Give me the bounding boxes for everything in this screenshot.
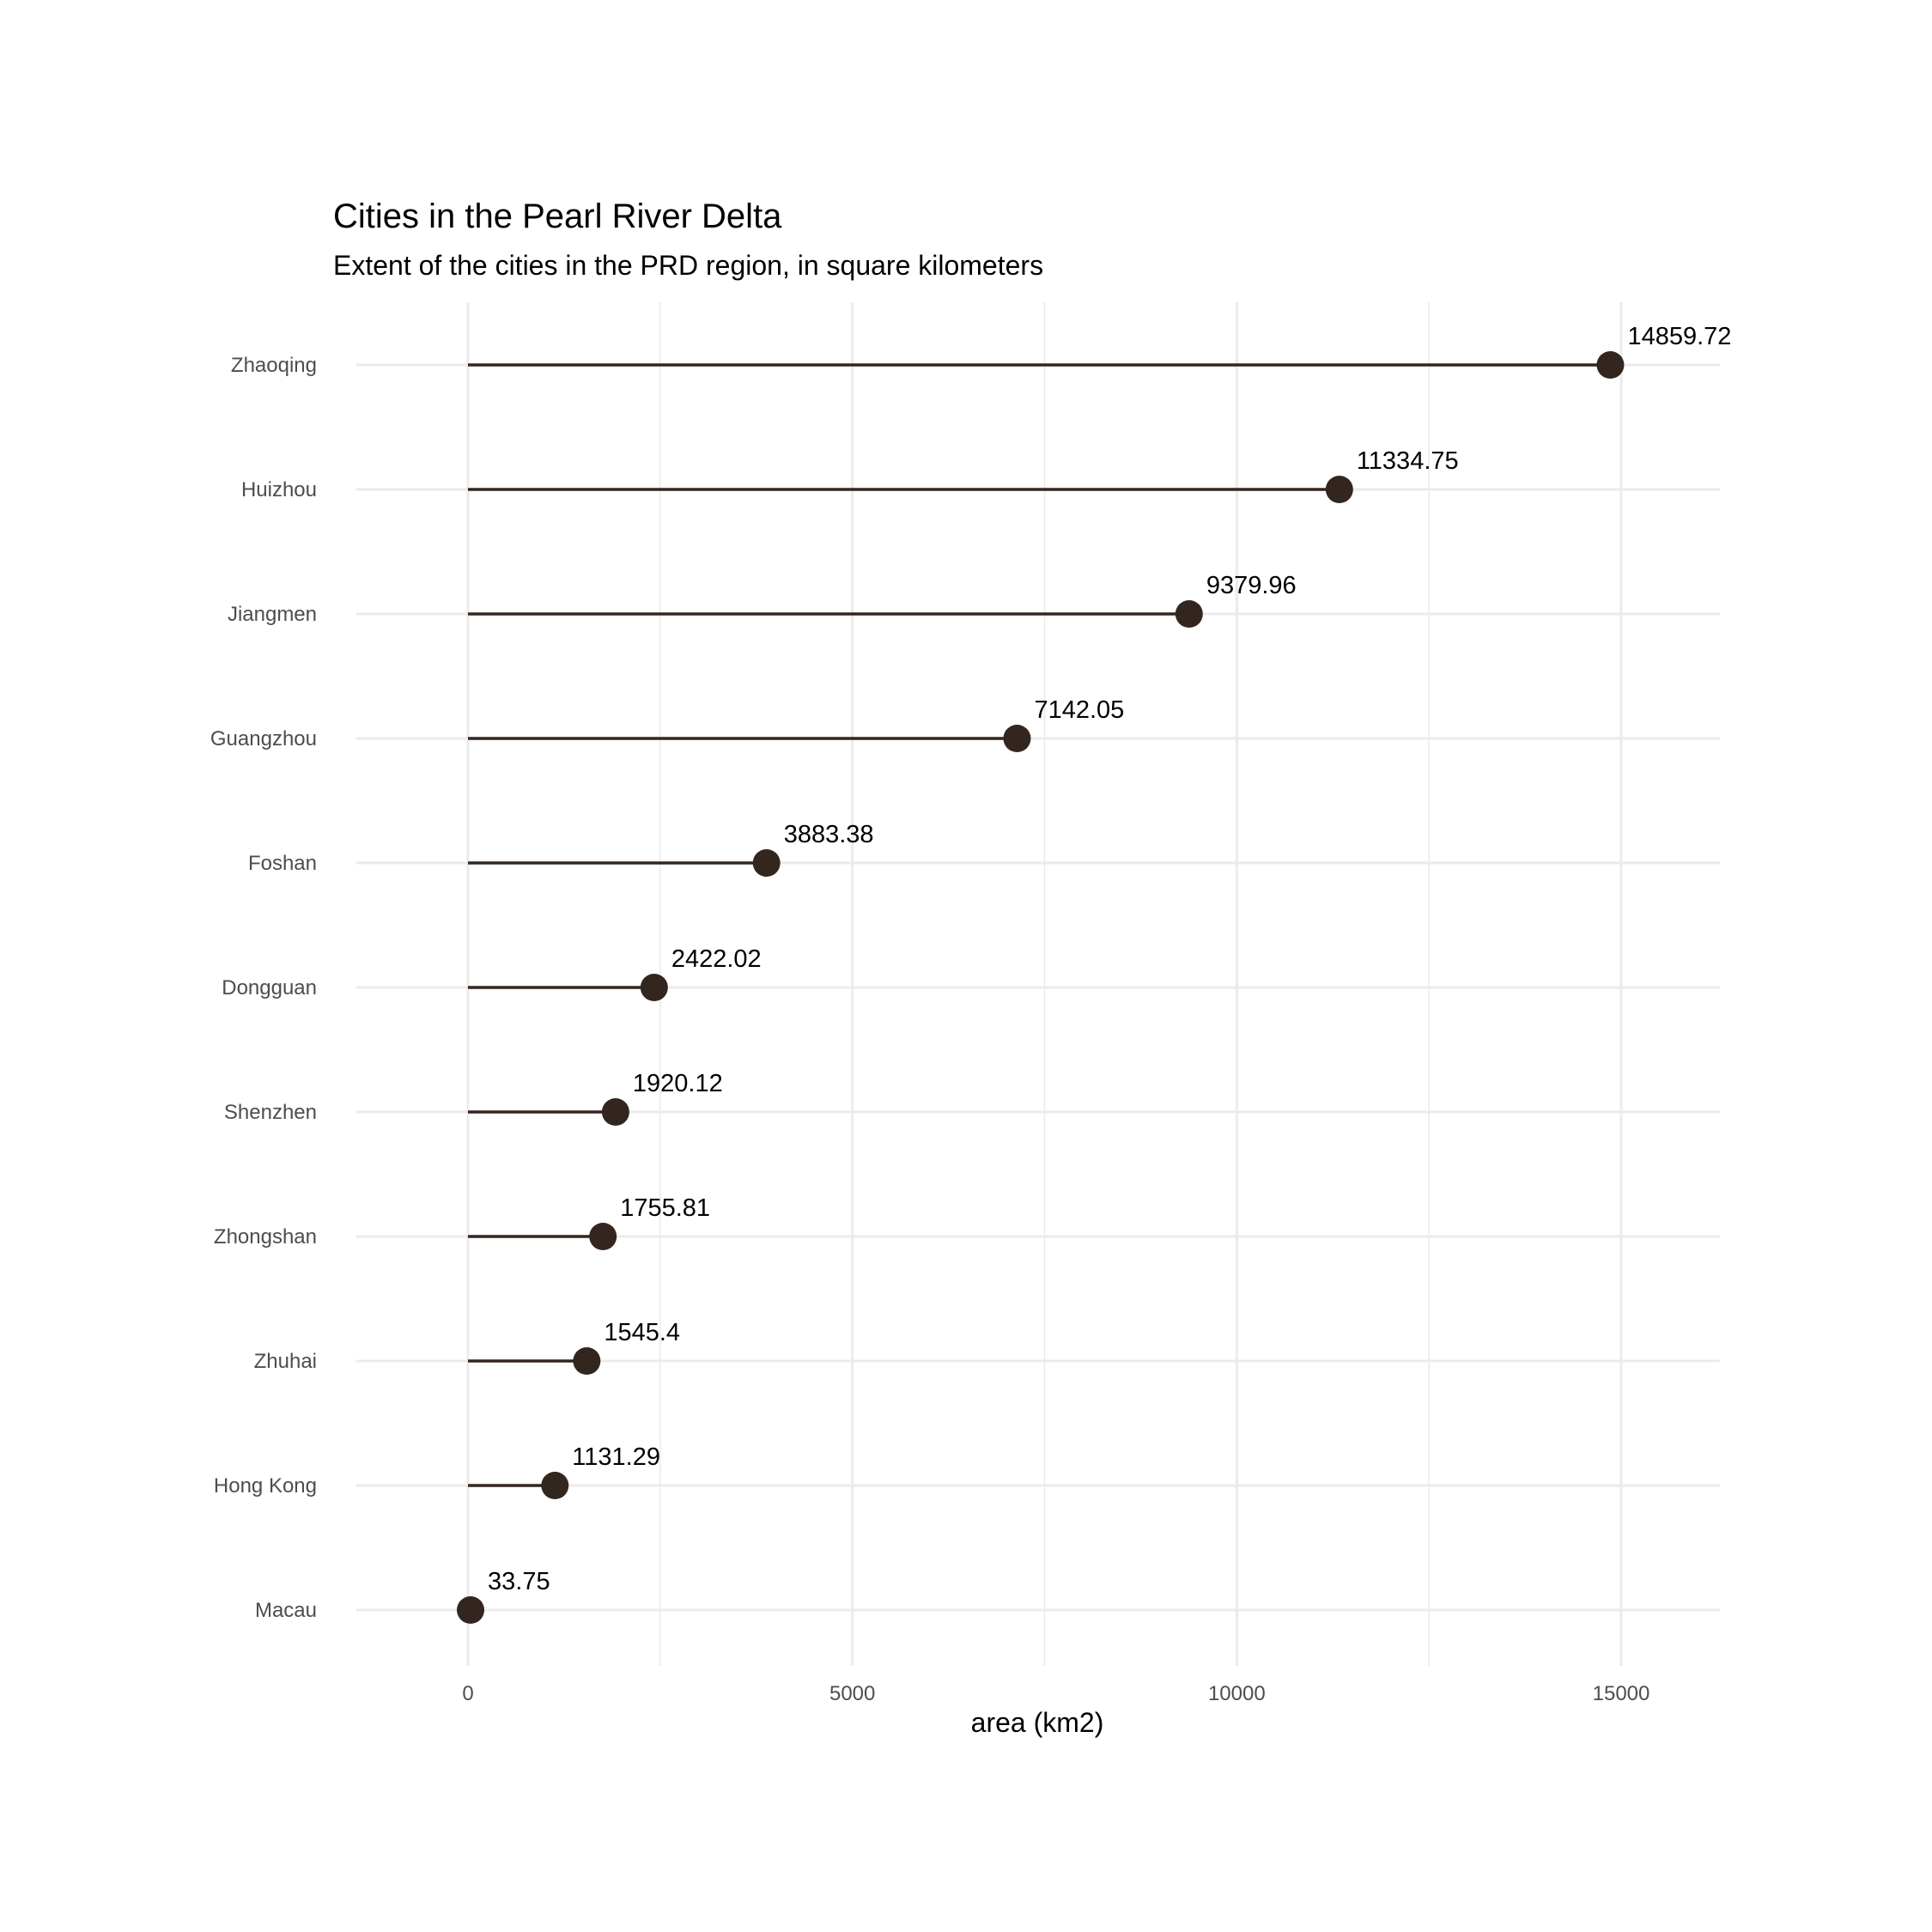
lollipop-point <box>1175 600 1203 628</box>
y-tick-label: Foshan <box>248 852 317 875</box>
lollipop-point <box>589 1223 617 1250</box>
data-label: 9379.96 <box>1206 572 1297 599</box>
data-label: 1920.12 <box>633 1070 723 1097</box>
y-tick-label: Huizhou <box>241 478 317 501</box>
data-label: 1131.29 <box>572 1443 660 1471</box>
y-tick-label: Macau <box>255 1599 317 1622</box>
y-tick-label: Zhongshan <box>214 1225 317 1249</box>
data-label: 7142.05 <box>1034 696 1124 724</box>
y-tick-label: Dongguan <box>222 976 317 999</box>
lollipop-point <box>1325 476 1353 503</box>
lollipop-point <box>573 1347 601 1375</box>
lollipop-point <box>541 1472 569 1499</box>
chart-title: Cities in the Pearl River Delta <box>333 197 782 235</box>
lollipop-point <box>1596 351 1625 379</box>
data-label: 1545.4 <box>604 1319 680 1346</box>
x-tick-label: 0 <box>462 1682 473 1705</box>
data-label: 33.75 <box>488 1568 550 1595</box>
y-tick-label: Guangzhou <box>210 727 317 750</box>
lollipop-point <box>601 1098 629 1126</box>
y-axis: Zhaoqing Huizhou Jiangmen Guangzhou Foshan Do… <box>210 354 317 1622</box>
lollipop-point <box>457 1596 485 1624</box>
x-axis-title: area (km2) <box>971 1707 1104 1738</box>
data-label: 2422.02 <box>671 945 762 973</box>
y-tick-label: Jiangmen <box>228 603 317 626</box>
data-label: 11334.75 <box>1357 447 1459 475</box>
data-label: 3883.38 <box>784 821 874 848</box>
x-axis: 0 5000 10000 15000 <box>462 1682 1649 1705</box>
label-layer: 14859.72 11334.75 9379.96 7142.05 3883.38 242… <box>488 323 1731 1595</box>
mark-layer <box>457 351 1625 1624</box>
x-tick-label: 15000 <box>1593 1682 1650 1705</box>
y-tick-label: Zhuhai <box>254 1350 317 1373</box>
lollipop-point <box>752 849 781 877</box>
x-tick-label: 5000 <box>829 1682 875 1705</box>
y-tick-label: Shenzhen <box>224 1101 317 1124</box>
x-tick-label: 10000 <box>1208 1682 1266 1705</box>
y-tick-label: Zhaoqing <box>231 354 317 377</box>
chart-subtitle: Extent of the cities in the PRD region, … <box>333 250 1043 281</box>
data-label: 14859.72 <box>1627 323 1731 350</box>
lollipop-point <box>1003 725 1031 752</box>
data-label: 1755.81 <box>620 1194 710 1222</box>
lollipop-point <box>640 974 668 1001</box>
y-tick-label: Hong Kong <box>214 1474 317 1498</box>
